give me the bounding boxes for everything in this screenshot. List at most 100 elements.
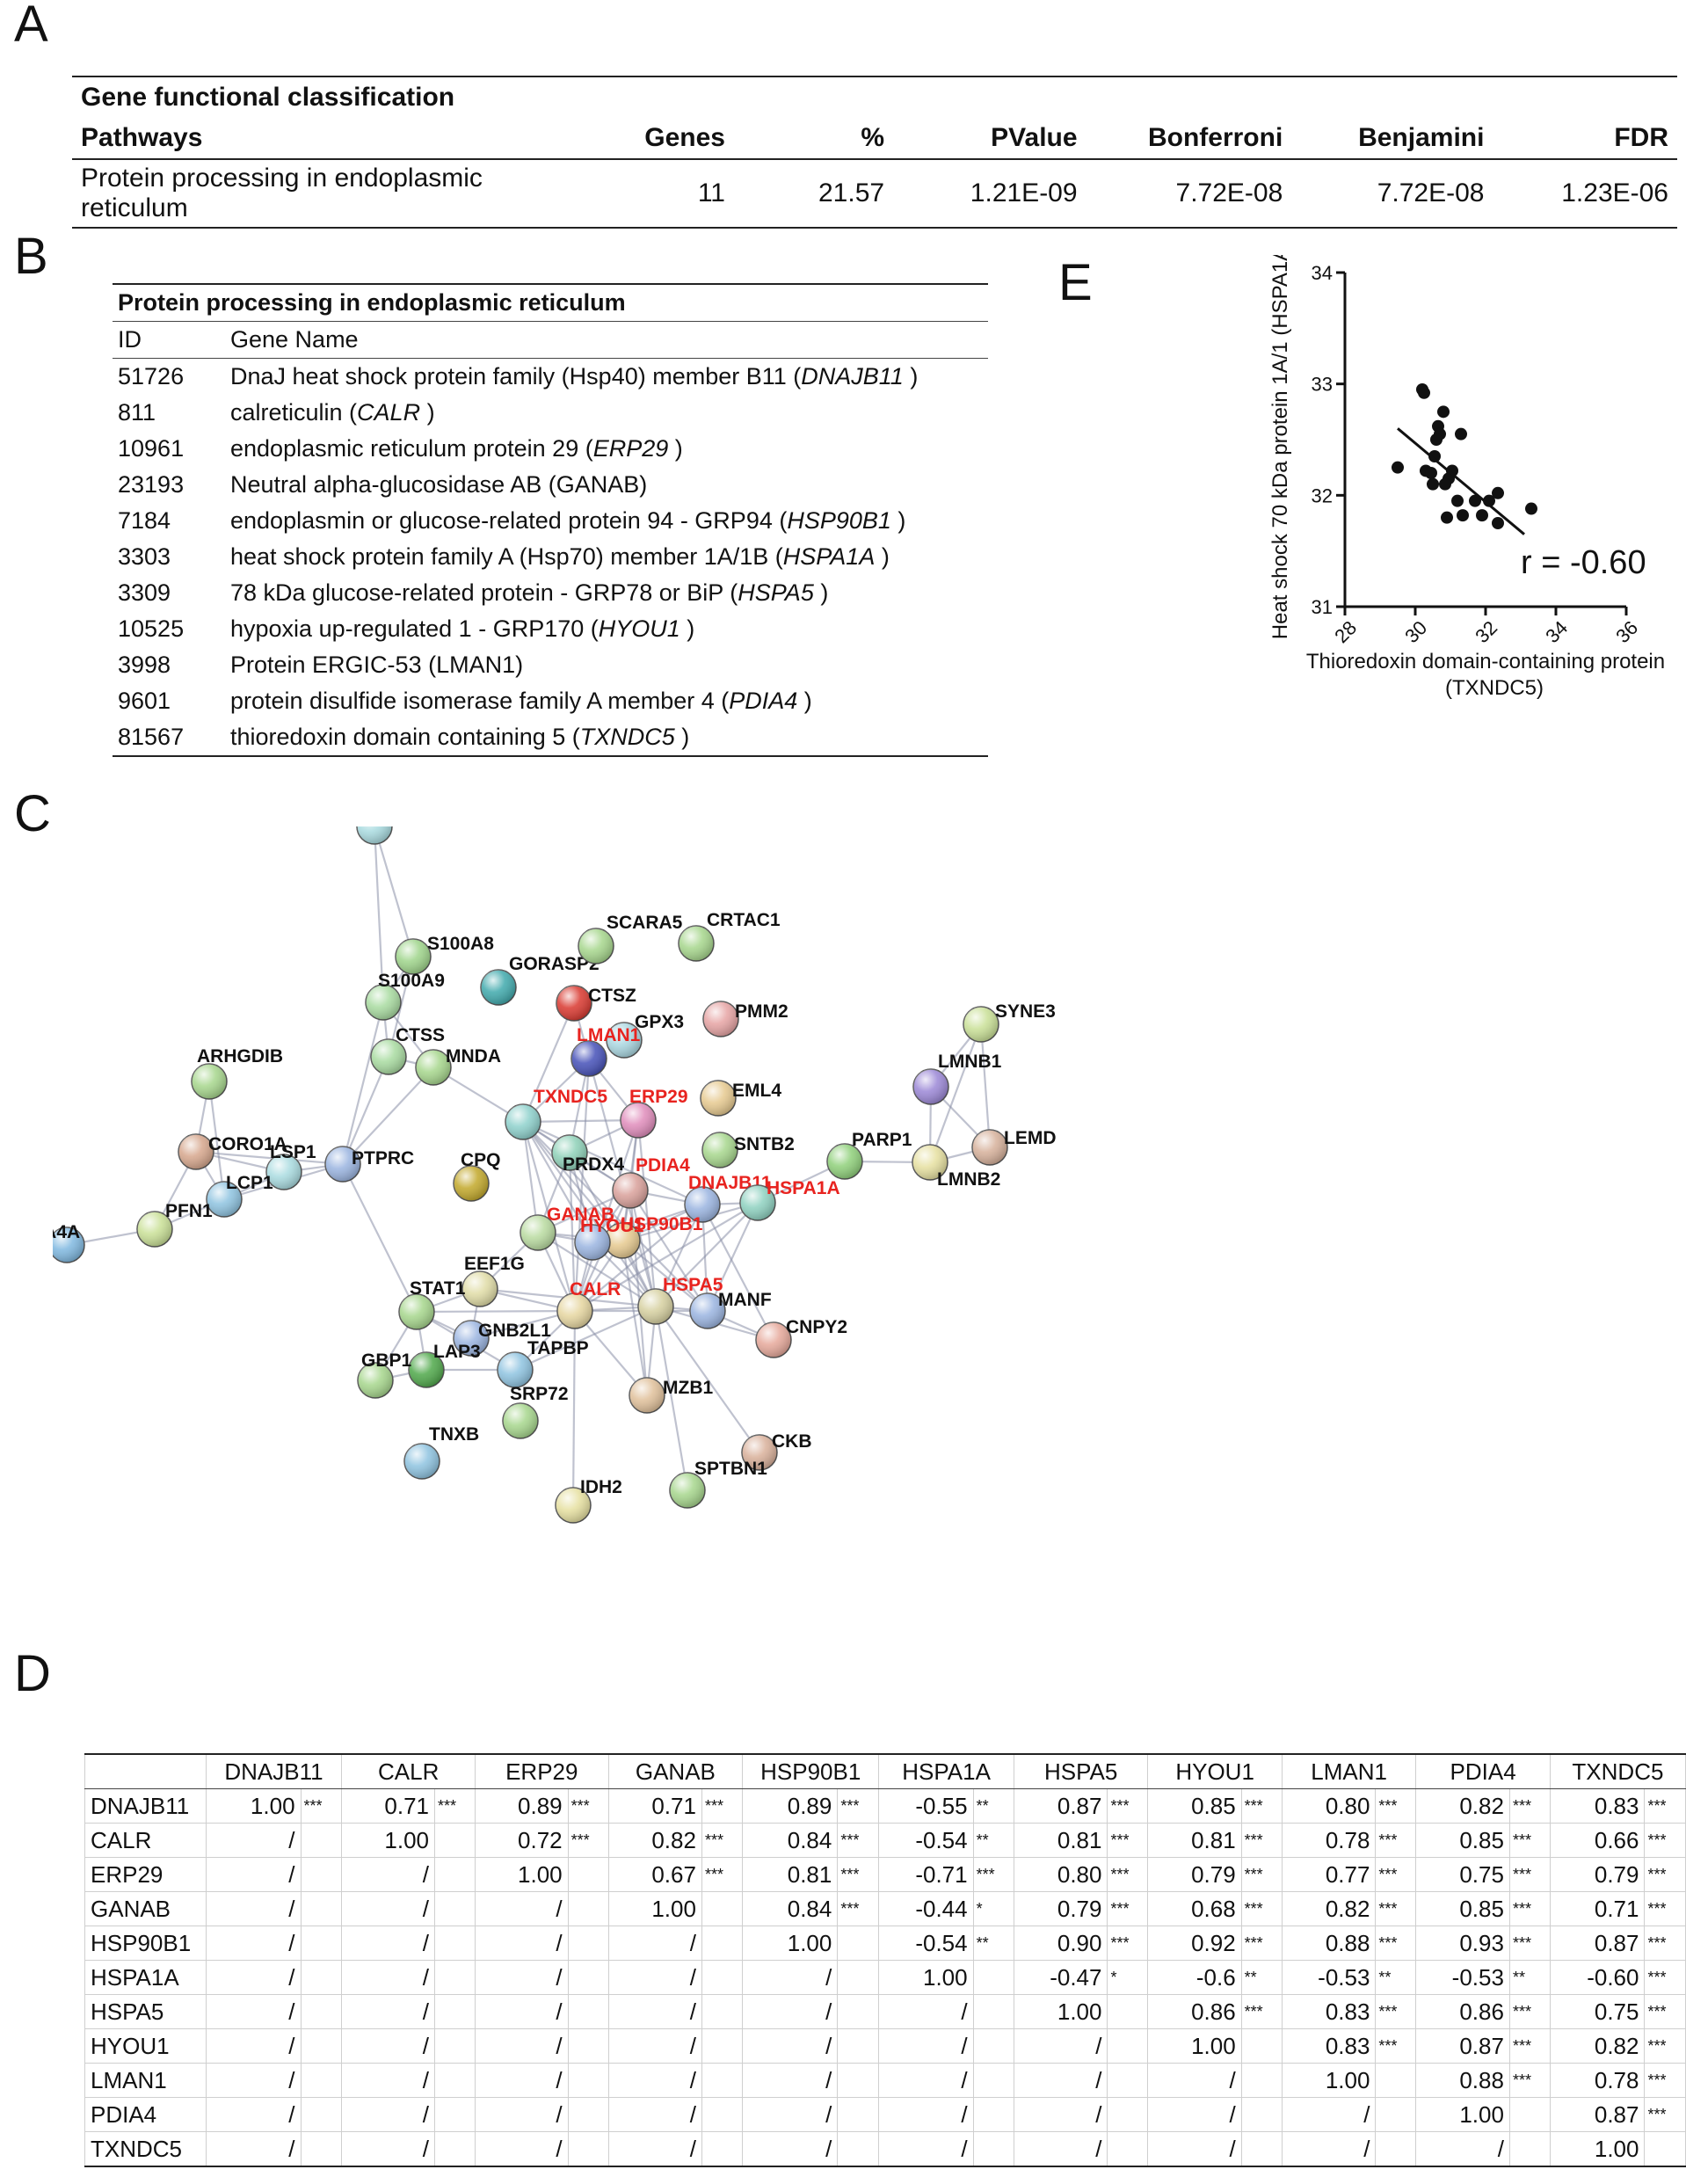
gene-name-text: DnaJ heat shock protein family (Hsp40) m… (230, 363, 802, 389)
node-label: LEMD (1004, 1128, 1057, 1148)
network-node: LAP3 (408, 1342, 481, 1388)
significance-marker: ** (972, 1823, 1014, 1858)
significance-marker: *** (701, 1788, 744, 1824)
node-label: ERP29 (629, 1087, 688, 1107)
network-edge (521, 1121, 540, 1234)
network-node: S100A8 (395, 934, 494, 975)
gene-id-cell: 3998 (118, 652, 171, 678)
network-edge (342, 1067, 434, 1165)
significance-marker: *** (1508, 1823, 1551, 1858)
network-edge (979, 1023, 992, 1148)
correlation-value: / (742, 2097, 839, 2132)
x-tick-label: 32 (1471, 616, 1501, 647)
significance-marker (567, 1994, 609, 2029)
node-label: TXNDC5 (534, 1087, 607, 1107)
correlation-value: 0.85 (1415, 1891, 1510, 1926)
significance-marker (1375, 2097, 1417, 2132)
panel-label-b: B (14, 228, 48, 285)
node-label: HSPA5 (663, 1275, 723, 1295)
node-shine (756, 1322, 791, 1358)
network-node: SNTB2 (701, 1132, 795, 1168)
correlation-value: / (474, 1926, 569, 1961)
gene-name-close: ) (890, 507, 906, 534)
gene-name-text: calreticulin ( (230, 399, 358, 426)
significance-marker: *** (1375, 1891, 1417, 1926)
significance-marker (1240, 2063, 1283, 2098)
significance-marker: *** (567, 1823, 609, 1858)
significance-marker (434, 2131, 476, 2167)
correlation-value: 1.00 (205, 1788, 302, 1824)
correlation-value: 0.81 (1013, 1823, 1108, 1858)
network-node: SCARA5 (578, 913, 683, 965)
significance-marker (434, 1960, 476, 1995)
data-point (1457, 509, 1469, 522)
node-label: SYNE3 (995, 1001, 1056, 1022)
correlation-value: 1.00 (1013, 1994, 1108, 2029)
network-node: LMNB1 (912, 1052, 1002, 1105)
correlation-value: / (341, 1926, 436, 1961)
column-header: LMAN1 (1281, 1753, 1417, 1789)
row-header: GANAB (84, 1891, 207, 1926)
gene-id-cell: 811 (118, 399, 156, 426)
node-shine (481, 970, 516, 1005)
network-edge (654, 1204, 704, 1307)
network-node: TUBA4A (53, 1222, 85, 1263)
correlation-value: 0.83 (1281, 1994, 1377, 2029)
row-header: ERP29 (84, 1857, 207, 1892)
significance-marker: *** (1375, 1926, 1417, 1961)
chart-points (1392, 383, 1537, 529)
significance-marker: *** (1107, 1823, 1149, 1858)
table-b-header: Gene Name (225, 321, 988, 359)
table-row: ERP29//1.00 0.67 *** 0.81 *** -0.71 *** 0.80 ***… (84, 1857, 1686, 1892)
correlation-value: / (878, 2097, 974, 2132)
significance-marker: *** (837, 1857, 880, 1892)
gene-id-cell: 10525 (118, 615, 185, 642)
network-edge (629, 1190, 658, 1307)
correlation-value: 0.79 (1147, 1857, 1242, 1892)
correlation-value: / (742, 1994, 839, 2029)
network-node: SRP72 (502, 1384, 569, 1439)
table-b-title: Protein processing in endoplasmic reticu… (113, 283, 988, 322)
significance-marker: *** (1644, 2097, 1686, 2132)
regression-line (1397, 427, 1525, 535)
correlation-value: 0.84 (742, 1891, 839, 1926)
network-edge (574, 1204, 703, 1312)
node-label: GANAB (547, 1205, 614, 1225)
node-label: EML4 (732, 1081, 781, 1101)
network-edge (373, 826, 385, 1003)
significance-marker: * (1107, 1960, 1149, 1995)
gene-name-close: ) (420, 399, 435, 426)
panel-label-a: A (14, 0, 48, 53)
significance-marker: *** (1508, 2028, 1551, 2064)
y-tick-label: 31 (1312, 596, 1333, 618)
node-shine (357, 826, 392, 844)
gene-name-close: ) (679, 615, 695, 642)
significance-marker: ** (1375, 1960, 1417, 1995)
table-a-cell: 11 (581, 159, 734, 229)
significance-marker: * (972, 1891, 1014, 1926)
gene-name-text: protein disulfide isomerase family A mem… (230, 688, 730, 714)
y-axis-label: Heat shock 70 kDa protein 1A/1 (HSPA1A) (1268, 255, 1292, 639)
gene-name-cell: DnaJ heat shock protein family (Hsp40) m… (225, 359, 988, 396)
node-label: CTSS (396, 1025, 445, 1045)
node-label: MNDA (446, 1046, 501, 1067)
node-shine (396, 939, 431, 974)
correlation-value: / (205, 1994, 302, 2029)
network-node: MANF (689, 1290, 772, 1329)
significance-marker: *** (1644, 1823, 1686, 1858)
network-edge (514, 1305, 657, 1372)
correlation-value: -0.53 (1281, 1960, 1377, 1995)
data-point (1525, 502, 1537, 515)
significance-marker (434, 1891, 476, 1926)
correlation-value: / (341, 1891, 436, 1926)
column-header: DNAJB11 (205, 1753, 343, 1789)
significance-marker: *** (1107, 1891, 1149, 1926)
gene-name-close: ) (903, 363, 919, 389)
scatter-chart: 31 32 33 34 28 30 32 34 36 r = -0.60 Heat shock … (1268, 255, 1670, 700)
node-shine (575, 1225, 610, 1260)
x-tick-label: 36 (1611, 616, 1642, 647)
network-node: MZB1 (629, 1377, 713, 1414)
significance-marker (434, 1857, 476, 1892)
table-row: DNAJB11 1.00 *** 0.71 *** 0.89 *** 0.71 *** 0.89 *… (84, 1788, 1686, 1824)
correlation-value: 0.82 (1415, 1788, 1510, 1824)
